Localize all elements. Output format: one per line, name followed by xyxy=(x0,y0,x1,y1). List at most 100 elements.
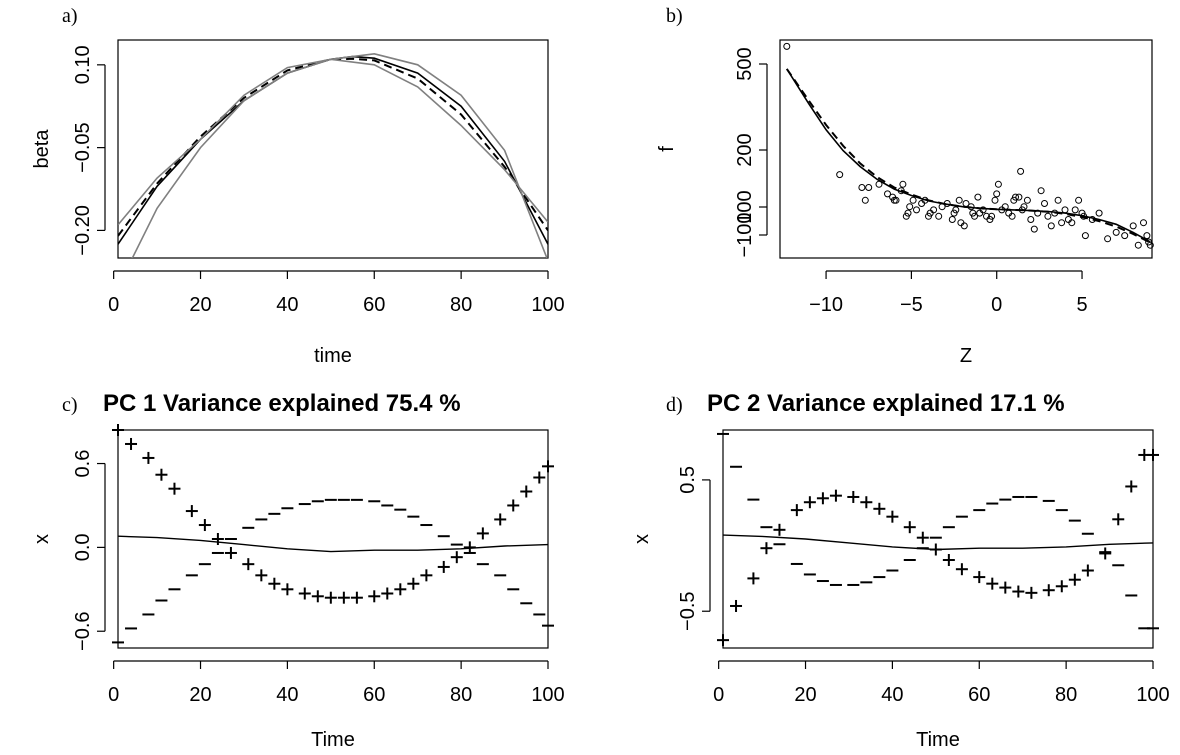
scatter-point xyxy=(1112,228,1120,236)
plus-marker xyxy=(155,468,168,481)
plus-marker xyxy=(1068,573,1081,586)
x-tick-label: 5 xyxy=(1076,294,1087,316)
y-axis-label-c: x xyxy=(31,534,53,544)
scatter-point xyxy=(1121,232,1129,240)
panel-label-d: d) xyxy=(666,394,683,416)
x-tick-label: 0 xyxy=(991,294,1002,316)
scatter-point xyxy=(1034,209,1042,217)
scatter-point xyxy=(858,184,866,191)
series-line-1 xyxy=(118,55,548,245)
scatter-point xyxy=(988,212,996,220)
plus-marker xyxy=(494,513,507,526)
scatter-point xyxy=(904,209,912,217)
plus-marker xyxy=(324,591,337,604)
panel-a: a) time beta 0 20 40 60 80 100 −0.20 −0.05 0.10 xyxy=(31,5,565,367)
scatter-point xyxy=(993,190,1001,198)
plus-marker xyxy=(760,542,773,555)
plus-marker xyxy=(942,554,955,567)
plus-marker xyxy=(973,571,986,584)
series-line-2 xyxy=(118,57,548,237)
x-axis-label-a: time xyxy=(314,345,352,367)
panel-label-c: c) xyxy=(62,394,78,416)
x-tick-label: 100 xyxy=(531,684,564,706)
plus-marker xyxy=(420,569,433,582)
plus-marker xyxy=(112,424,124,436)
scatter-point xyxy=(1030,225,1038,233)
y-tick-label: −0.05 xyxy=(72,122,94,173)
plus-marker xyxy=(790,504,803,517)
y-tick-label: 0.0 xyxy=(72,533,94,561)
plus-marker xyxy=(916,531,929,544)
plus-marker xyxy=(298,587,311,600)
plus-marker xyxy=(381,587,394,600)
plus-marker xyxy=(407,577,420,590)
plus-marker xyxy=(168,482,181,495)
scatter-point xyxy=(1071,206,1079,214)
y-axis-label-d: x xyxy=(631,534,653,544)
scatter-point xyxy=(1047,222,1055,230)
x-axis-b: −10 −5 0 5 xyxy=(809,270,1088,316)
plus-marker xyxy=(311,590,324,603)
scatter-point xyxy=(960,222,968,230)
plus-marker xyxy=(986,577,999,590)
plus-marker xyxy=(1147,448,1159,461)
scatter-point xyxy=(1146,241,1154,249)
plus-marker xyxy=(873,502,886,515)
plus-marker xyxy=(717,634,729,647)
x-tick-label: 60 xyxy=(968,684,990,706)
series-group-d xyxy=(717,432,1159,647)
x-tick-label: 80 xyxy=(1055,684,1077,706)
x-tick-label: 80 xyxy=(450,684,472,706)
scatter-point xyxy=(1008,212,1016,220)
scatter-point xyxy=(1140,219,1147,227)
chart-title-c: PC 1 Variance explained 75.4 % xyxy=(103,390,461,417)
plus-marker xyxy=(542,460,554,473)
plus-marker xyxy=(125,437,138,450)
scatter-point xyxy=(1143,232,1151,240)
plus-marker xyxy=(450,551,463,564)
x-tick-label: 40 xyxy=(276,294,298,316)
plot-frame-d xyxy=(722,429,1154,649)
plus-marker xyxy=(1125,480,1138,493)
plus-marker xyxy=(929,543,942,556)
scatter-point xyxy=(836,171,844,179)
plus-marker xyxy=(847,490,860,503)
scatter-point xyxy=(783,42,791,50)
plot-frame-a xyxy=(117,39,549,259)
scatter-point xyxy=(971,212,978,220)
plus-marker xyxy=(1112,513,1125,526)
y-tick-label: 0.5 xyxy=(677,466,699,494)
scatter-point xyxy=(1095,209,1103,217)
scatter-point xyxy=(1134,241,1142,249)
scatter-point xyxy=(884,190,891,198)
scatter-point xyxy=(899,180,907,188)
series-line-2 xyxy=(785,68,1151,244)
y-tick-label: −100 xyxy=(734,212,756,257)
series-line-4 xyxy=(131,52,548,258)
plus-marker xyxy=(185,505,198,518)
plus-marker xyxy=(142,451,155,464)
panel-c: c) PC 1 Variance explained 75.4 % Time x… xyxy=(31,390,565,751)
scatter-point xyxy=(994,180,1002,188)
plus-marker xyxy=(955,563,968,576)
scatter-point xyxy=(979,206,987,214)
scatter-point xyxy=(913,206,920,214)
plus-marker xyxy=(747,572,760,585)
y-tick-label: 500 xyxy=(734,47,756,80)
plus-marker xyxy=(1055,580,1068,593)
x-tick-label: 60 xyxy=(363,294,385,316)
scatter-point xyxy=(948,216,956,223)
scatter-point xyxy=(1061,206,1069,214)
scatter-point xyxy=(865,184,873,191)
y-tick-label: −0.20 xyxy=(72,205,94,256)
scatter-point xyxy=(1041,200,1048,207)
scatter-point xyxy=(974,193,982,201)
plus-marker xyxy=(520,485,533,498)
plus-marker xyxy=(463,541,476,554)
plus-marker xyxy=(860,496,873,509)
y-tick-label: 100 xyxy=(734,190,756,223)
y-axis-c: −0.6 0.0 0.6 xyxy=(72,450,106,651)
plus-marker xyxy=(198,519,211,532)
